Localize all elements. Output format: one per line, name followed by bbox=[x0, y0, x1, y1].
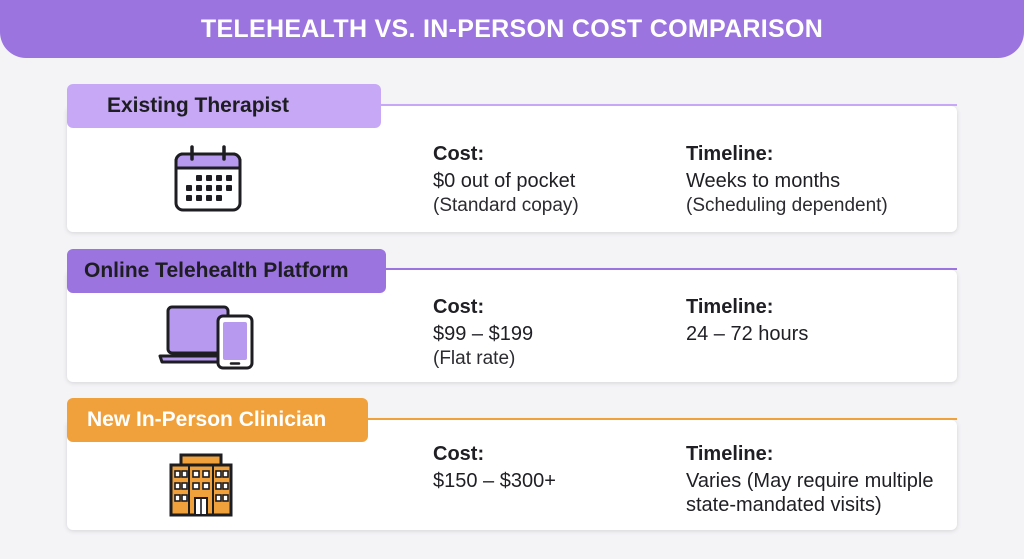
cost-note: (Standard copay) bbox=[433, 195, 579, 216]
cost-value: $99 – $199 bbox=[433, 323, 534, 345]
option-name: Existing Therapist bbox=[107, 94, 290, 117]
divider-line bbox=[367, 418, 957, 420]
calendar-icon bbox=[174, 145, 242, 212]
option-name: Online Telehealth Platform bbox=[84, 259, 349, 282]
timeline-note: (Scheduling dependent) bbox=[686, 195, 888, 216]
header-banner: TELEHEALTH VS. IN-PERSON COST COMPARISON bbox=[0, 0, 1024, 58]
cost-label: Cost: bbox=[433, 296, 485, 318]
cost-note: (Flat rate) bbox=[433, 348, 516, 369]
cost-value: $150 – $300+ bbox=[433, 470, 556, 492]
timeline-label: Timeline: bbox=[686, 443, 774, 465]
timeline-label: Timeline: bbox=[686, 143, 774, 165]
divider-line bbox=[385, 268, 957, 270]
divider-line bbox=[380, 104, 957, 106]
option-tab-existing-therapist: Existing Therapist bbox=[67, 84, 381, 128]
page-title: TELEHEALTH VS. IN-PERSON COST COMPARISON bbox=[200, 14, 824, 43]
timeline-note: state-mandated visits) bbox=[686, 494, 882, 516]
building-icon bbox=[169, 453, 233, 517]
timeline-value: 24 – 72 hours bbox=[686, 323, 809, 345]
timeline-value: Weeks to months bbox=[686, 170, 841, 192]
option-tab-in-person-clinician: New In-Person Clinician bbox=[67, 398, 368, 442]
timeline-label: Timeline: bbox=[686, 296, 774, 318]
devices-icon bbox=[158, 305, 254, 370]
option-name: New In-Person Clinician bbox=[87, 408, 327, 431]
cost-value: $0 out of pocket bbox=[433, 170, 576, 192]
cost-label: Cost: bbox=[433, 143, 485, 165]
timeline-value: Varies (May require multiple bbox=[686, 470, 934, 492]
cost-label: Cost: bbox=[433, 443, 485, 465]
option-tab-online-telehealth: Online Telehealth Platform bbox=[67, 249, 386, 293]
